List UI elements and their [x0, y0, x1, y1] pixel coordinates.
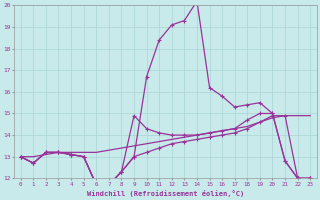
X-axis label: Windchill (Refroidissement éolien,°C): Windchill (Refroidissement éolien,°C) [87, 190, 244, 197]
